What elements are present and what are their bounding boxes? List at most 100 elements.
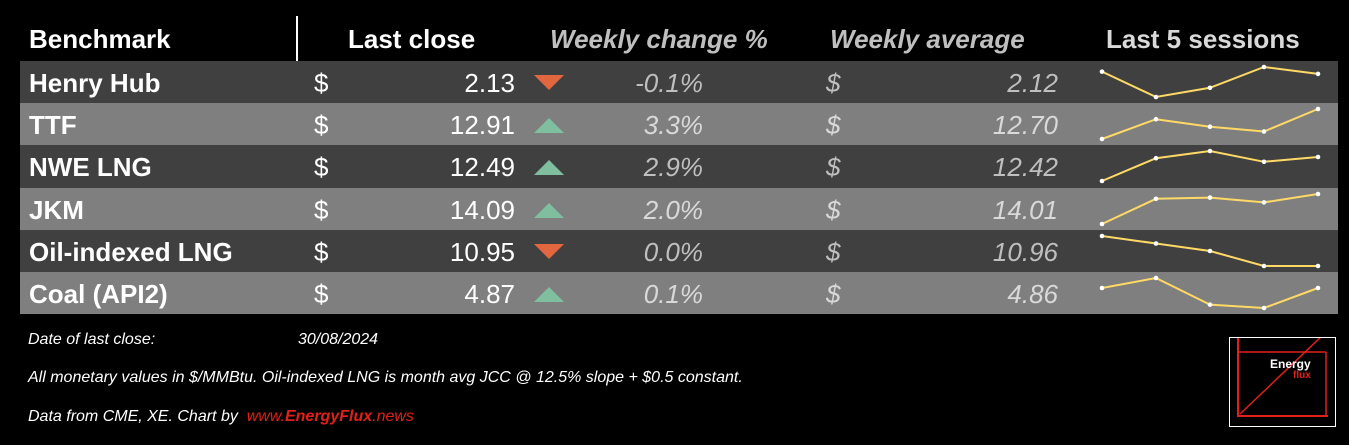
sparkline-point [1099, 221, 1105, 226]
up-arrow-icon [534, 118, 564, 134]
table-header: Benchmark Last close Weekly change % Wee… [20, 0, 1338, 60]
sparkline-point [1153, 275, 1159, 281]
sparkline-line [1101, 150, 1319, 183]
weekly-average-value: 12.70 [992, 110, 1058, 141]
date-value: 30/08/2024 [298, 331, 379, 348]
sparkline-point [1207, 124, 1213, 130]
last-close-value: 12.91 [449, 110, 515, 141]
sparkline-point [1207, 149, 1213, 154]
sparkline-chart [1099, 106, 1321, 142]
source-prefix: Data from CME, XE. Chart by [28, 408, 238, 425]
sparkline-point [1315, 285, 1321, 291]
sparkline-point [1261, 263, 1267, 269]
weekly-change-value: 2.0% [643, 194, 703, 225]
average-currency: $ [826, 152, 841, 183]
weekly-average-value: 10.96 [992, 236, 1058, 267]
average-currency: $ [826, 236, 841, 267]
units-note: All monetary values in $/MMBtu. Oil-inde… [28, 369, 743, 386]
benchmark-name: Coal (API2) [29, 278, 168, 309]
header-last-close: Last close [348, 24, 476, 54]
table-row: TTF $12.91 3.3% $12.70 [20, 103, 1338, 146]
close-currency: $ [314, 278, 329, 309]
sparkline-point [1099, 136, 1105, 142]
sparkline-chart [1099, 233, 1321, 269]
last-close-value: 10.95 [449, 236, 515, 267]
sparkline-point [1153, 156, 1159, 161]
sparkline-chart [1099, 275, 1321, 311]
brand-name: EnergyFlux [284, 408, 373, 425]
average-currency: $ [826, 194, 841, 225]
down-arrow-icon [534, 75, 564, 90]
logo-frame-icon [1237, 338, 1328, 417]
weekly-change-value: 0.0% [643, 236, 703, 267]
sparkline-point [1315, 191, 1321, 196]
benchmark-name: TTF [29, 110, 77, 141]
table-row: NWE LNG $12.49 2.9% $12.42 [20, 145, 1338, 188]
weekly-change-value: 0.1% [643, 278, 703, 309]
last-close-value: 4.87 [464, 278, 515, 309]
sparkline-point [1207, 248, 1213, 254]
sparkline-point [1153, 117, 1159, 122]
sparkline-point [1207, 85, 1213, 91]
header-weekly-average: Weekly average [830, 24, 1025, 54]
sparkline-point [1099, 69, 1105, 74]
energyflux-logo: Energy flux [1229, 337, 1336, 427]
sparkline-point [1207, 194, 1213, 200]
sparkline-point [1261, 64, 1267, 70]
up-arrow-icon [534, 286, 564, 302]
sparkline-point [1261, 129, 1267, 134]
logo-text-energy: Energy [1270, 357, 1311, 371]
weekly-average-value: 2.12 [1007, 68, 1058, 98]
close-currency: $ [314, 68, 329, 98]
sparkline-point [1315, 106, 1321, 112]
sparkline-point [1261, 305, 1267, 311]
benchmark-name: NWE LNG [29, 152, 152, 183]
sparkline-point [1099, 233, 1105, 239]
average-currency: $ [826, 68, 841, 98]
sparkline-point [1153, 196, 1159, 201]
sparkline-chart [1099, 64, 1321, 100]
weekly-change-value: -0.1% [635, 68, 703, 98]
header-last-5-sessions: Last 5 sessions [1106, 24, 1300, 54]
close-currency: $ [314, 236, 329, 267]
sparkline-point [1153, 240, 1159, 246]
sparkline-chart [1099, 191, 1321, 226]
weekly-average-value: 14.01 [992, 194, 1058, 225]
weekly-average-value: 12.42 [992, 152, 1058, 183]
close-currency: $ [314, 152, 329, 183]
last-close-value: 14.09 [449, 194, 515, 225]
sparkline-point [1099, 179, 1105, 184]
up-arrow-icon [534, 202, 564, 218]
average-currency: $ [826, 278, 841, 309]
last-close-value: 12.49 [449, 152, 515, 183]
weekly-change-value: 2.9% [643, 152, 703, 183]
table-row: Henry Hub $2.13 -0.1% $2.12 [20, 61, 1338, 104]
sparkline-point [1261, 199, 1267, 205]
table-row: JKM $14.09 2.0% $14.01 [20, 187, 1338, 230]
average-currency: $ [826, 110, 841, 141]
benchmark-name: JKM [29, 194, 84, 225]
down-arrow-icon [534, 243, 564, 259]
date-label: Date of last close: [28, 331, 156, 348]
sparkline-point [1207, 302, 1213, 307]
sparkline-point [1315, 155, 1321, 160]
weekly-change-value: 3.3% [643, 110, 703, 141]
brand-link[interactable]: www.EnergyFlux.news [242, 408, 414, 425]
table-row: Oil-indexed LNG $10.95 0.0% $10.96 [20, 229, 1338, 272]
benchmark-name: Henry Hub [29, 68, 161, 98]
header-weekly-change: Weekly change % [550, 24, 768, 54]
benchmark-name: Oil-indexed LNG [29, 236, 233, 267]
sparkline-point [1315, 263, 1321, 269]
sparkline-point [1315, 71, 1321, 77]
brand-tld: .news [372, 408, 414, 425]
table-row: Coal (API2) $4.87 0.1% $4.86 [20, 271, 1338, 315]
table-body: Henry Hub $2.13 -0.1% $2.12 TTF $12.91 3.3% $12… [20, 61, 1338, 315]
sparkline-chart [1099, 149, 1321, 184]
up-arrow-icon [534, 160, 564, 176]
sparkline-point [1261, 159, 1267, 165]
close-currency: $ [314, 194, 329, 225]
sparkline-line [1101, 65, 1319, 99]
close-currency: $ [314, 110, 329, 141]
header-benchmark: Benchmark [29, 24, 171, 54]
weekly-average-value: 4.86 [1007, 278, 1058, 309]
